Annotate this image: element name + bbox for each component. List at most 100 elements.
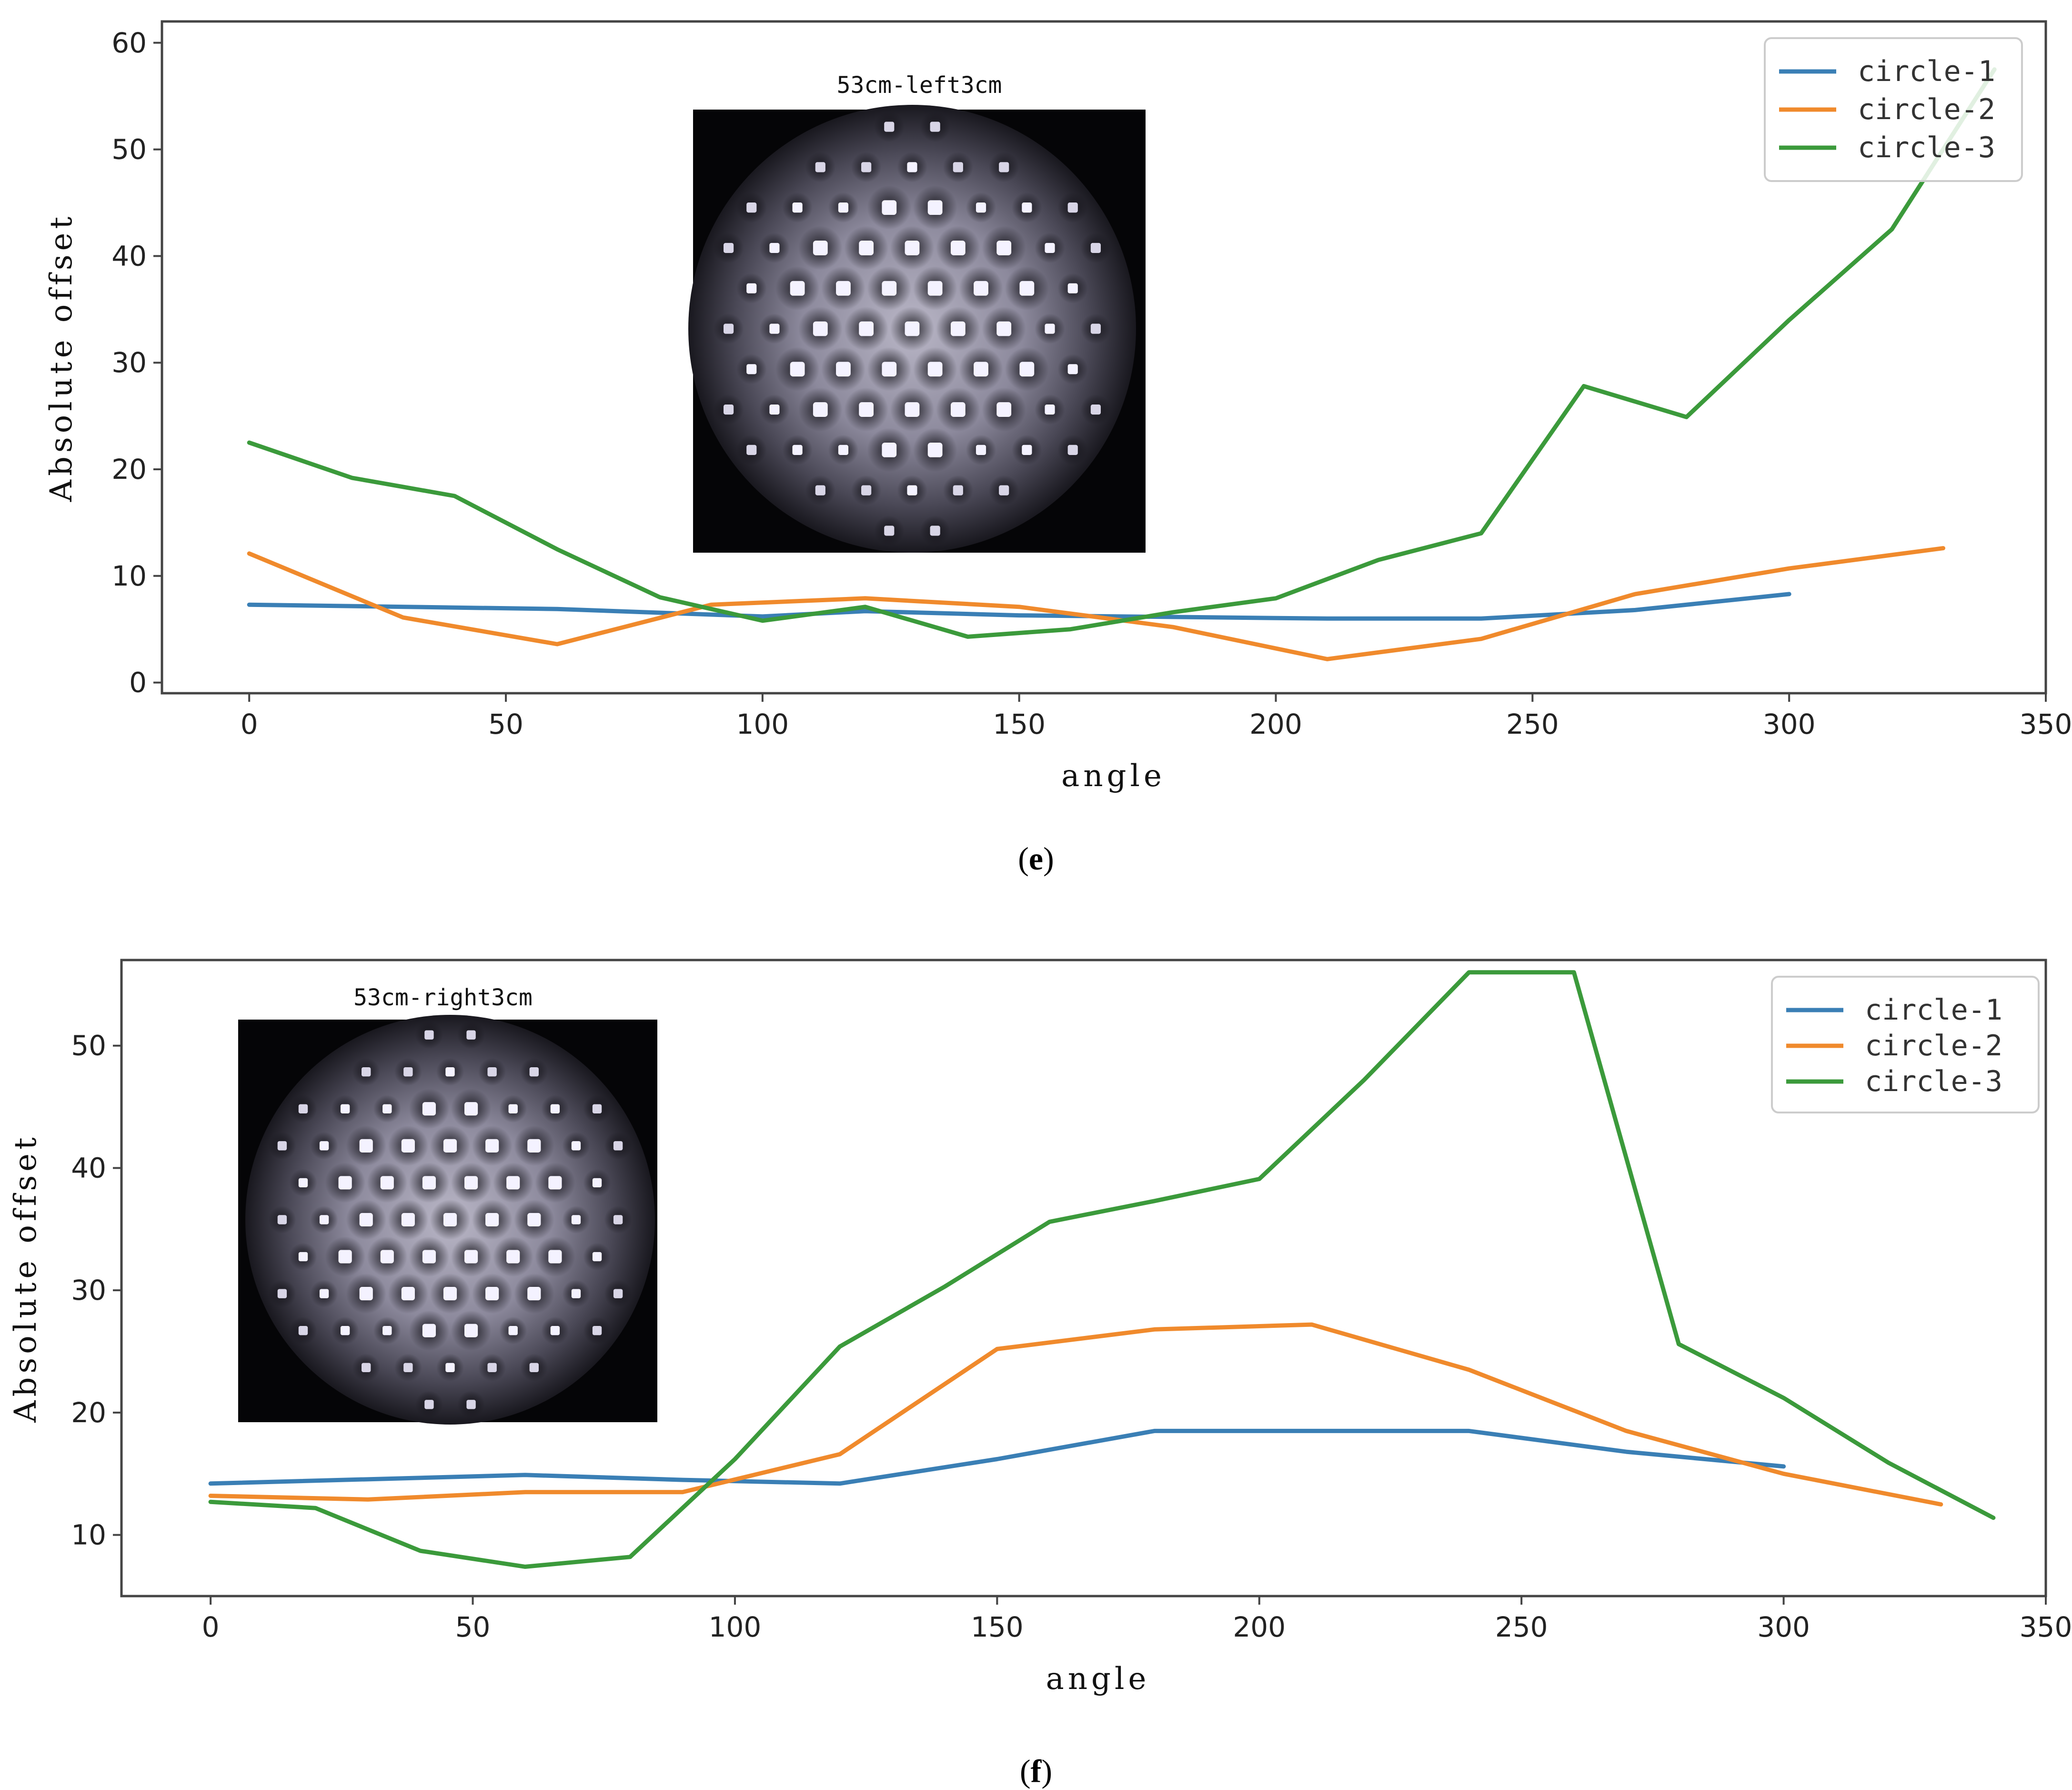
lens-dot <box>882 281 897 296</box>
x-tick-label: 200 <box>1233 1611 1286 1643</box>
lens-dot <box>338 1250 352 1264</box>
inset-lens-image <box>238 1015 657 1425</box>
x-axis-label: angle <box>1046 1661 1150 1697</box>
lens-dot <box>746 364 757 374</box>
lens-dot <box>506 1250 520 1264</box>
legend-label-circle-2: circle-2 <box>1858 93 1995 126</box>
lens-dot <box>859 321 874 336</box>
lens-dot <box>815 485 825 496</box>
lens-dot <box>422 1250 436 1264</box>
lens-dot <box>422 1102 436 1116</box>
lens-dot <box>359 1213 373 1227</box>
lens-dot <box>548 1176 562 1190</box>
lens-dot <box>1045 404 1055 415</box>
lens-dot <box>882 442 897 457</box>
lens-dot <box>746 283 757 293</box>
lens-dot <box>792 202 803 213</box>
lens-dot <box>976 445 986 455</box>
lens-dot <box>882 362 897 377</box>
lens-dot <box>1090 404 1101 415</box>
lens-dot <box>340 1104 350 1113</box>
lens-dot <box>464 1176 478 1190</box>
lens-dot <box>813 241 828 255</box>
lens-dot <box>527 1213 541 1227</box>
lens-dot <box>359 1287 373 1301</box>
y-tick-label: 50 <box>71 1030 106 1062</box>
y-tick-label: 30 <box>111 346 147 379</box>
lens-dot <box>445 1363 455 1372</box>
legend-box <box>1764 37 2023 182</box>
lens-dot <box>1067 202 1078 213</box>
lens-dot <box>485 1139 499 1153</box>
lens-dot <box>443 1139 457 1153</box>
y-tick-label: 30 <box>71 1274 106 1306</box>
x-tick-label: 0 <box>202 1611 220 1643</box>
lens-dot <box>999 485 1009 496</box>
x-tick-label: 150 <box>971 1611 1024 1643</box>
lens-dot <box>403 1067 413 1077</box>
lens-dot <box>613 1289 623 1298</box>
series-line-circle-3 <box>208 970 1996 1569</box>
lens-dot <box>380 1250 394 1264</box>
lens-dot <box>529 1363 539 1372</box>
lens-dot <box>790 362 805 377</box>
lens-dot <box>1067 364 1078 374</box>
lens-dot <box>277 1215 287 1224</box>
lens-dot <box>529 1067 539 1077</box>
lens-dot <box>999 162 1009 172</box>
lens-dot <box>487 1067 497 1077</box>
y-axis-label: Absolute offset <box>44 213 79 503</box>
lens-dot <box>592 1252 602 1262</box>
series-line-circle-2 <box>208 1322 1943 1507</box>
lens-dot <box>746 202 757 213</box>
lens-dot <box>950 402 966 417</box>
lens-dot <box>298 1104 308 1113</box>
inset-title: 53cm-right3cm <box>353 984 533 1011</box>
lens-dot <box>882 200 897 215</box>
lens-dot <box>422 1176 436 1190</box>
lens-dot <box>613 1141 623 1151</box>
lens-dot <box>836 362 851 377</box>
chart-panel-e: 0 50 100 150 200 250 300 350 0 10 20 30 40 50 60 angle A… <box>44 20 2072 877</box>
lens-dot <box>927 362 943 377</box>
lens-dot <box>813 321 828 336</box>
lens-dot <box>464 1324 478 1337</box>
y-tick-label: 50 <box>111 133 147 166</box>
lens-dot <box>953 485 963 496</box>
x-tick-label: 200 <box>1249 708 1302 740</box>
axes-frame <box>161 20 2047 695</box>
lens-dot <box>907 162 917 172</box>
lens-dot <box>527 1287 541 1301</box>
lens-dot <box>424 1030 434 1040</box>
x-tick-label: 300 <box>1763 708 1816 740</box>
lens-dot <box>298 1252 308 1262</box>
lens-dot <box>927 281 943 296</box>
lens-dot <box>401 1139 415 1153</box>
lens-dot <box>401 1287 415 1301</box>
lens-dot <box>466 1400 476 1409</box>
lens-dot <box>996 402 1012 417</box>
lens-dot <box>382 1104 392 1113</box>
lens-dot <box>905 241 920 255</box>
lens-dot <box>976 202 986 213</box>
lens-dot <box>996 321 1012 336</box>
inset-title: 53cm-left3cm <box>837 72 1002 99</box>
lens-dot <box>277 1289 287 1298</box>
x-tick-label: 150 <box>993 708 1046 740</box>
lens-dot <box>340 1326 350 1335</box>
lens-dot <box>592 1326 602 1335</box>
lens-dot <box>319 1289 329 1298</box>
lens-dot <box>613 1215 623 1224</box>
lens-dot <box>548 1250 562 1264</box>
lens-dot <box>382 1326 392 1335</box>
lens-dot <box>859 241 874 255</box>
lens-dot <box>1022 202 1032 213</box>
y-tick-label: 40 <box>111 240 147 272</box>
x-tick-label: 100 <box>736 708 789 740</box>
lens-dot <box>592 1104 602 1113</box>
x-tick-label: 250 <box>1495 1611 1548 1643</box>
lens-dot <box>724 243 734 253</box>
lens-dot <box>815 162 825 172</box>
lens-dot <box>859 402 874 417</box>
